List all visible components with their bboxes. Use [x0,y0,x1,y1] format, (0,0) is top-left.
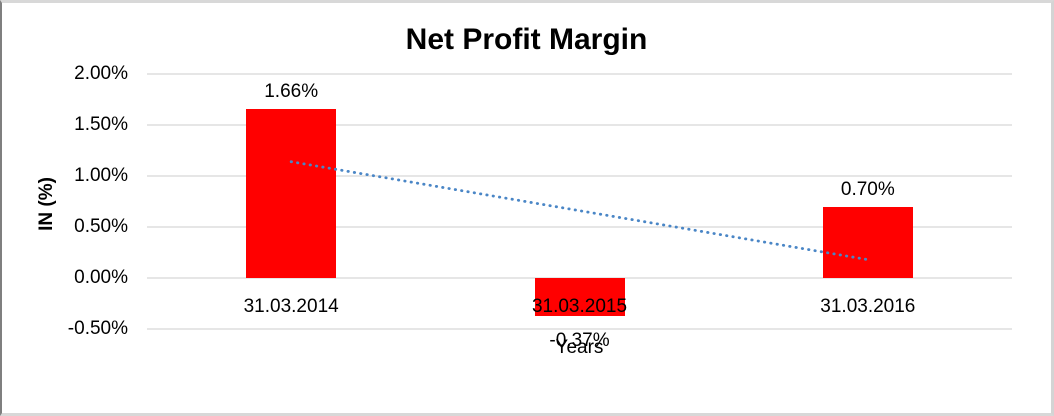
y-axis-tick-labels: 2.00% 1.50% 1.00% 0.50% 0.00% -0.50% [2,3,1051,413]
y-tick-label: 0.00% [74,267,128,288]
y-axis-title: IN (%) [36,177,57,231]
trendline [289,160,870,262]
bar-1 [534,278,625,316]
data-label-1: -0.37% [549,329,610,351]
x-axis-title: Years [555,337,604,358]
y-tick-label: 0.50% [74,216,128,237]
category-label-1: 31.03.2015 [531,296,628,317]
category-label-2: 31.03.2016 [820,296,916,317]
data-label-0: 1.66% [264,80,319,102]
trendline-layer [289,160,870,262]
category-label-0: 31.03.2014 [243,296,339,317]
data-labels-layer: 1.66% -0.37% 0.70% [2,3,1051,413]
data-label-2: 0.70% [840,178,895,200]
bar-0 [246,108,337,278]
y-tick-label: 1.50% [74,114,128,135]
y-tick-label: 1.00% [74,165,128,186]
bars-layer [2,3,1051,413]
category-labels-layer: 31.03.2014 31.03.2015 31.03.2016 [2,3,1051,413]
bar-2 [822,206,913,278]
y-tick-label: -0.50% [67,318,128,339]
y-tick-label: 2.00% [74,63,128,84]
chart-title: Net Profit Margin [405,23,648,56]
